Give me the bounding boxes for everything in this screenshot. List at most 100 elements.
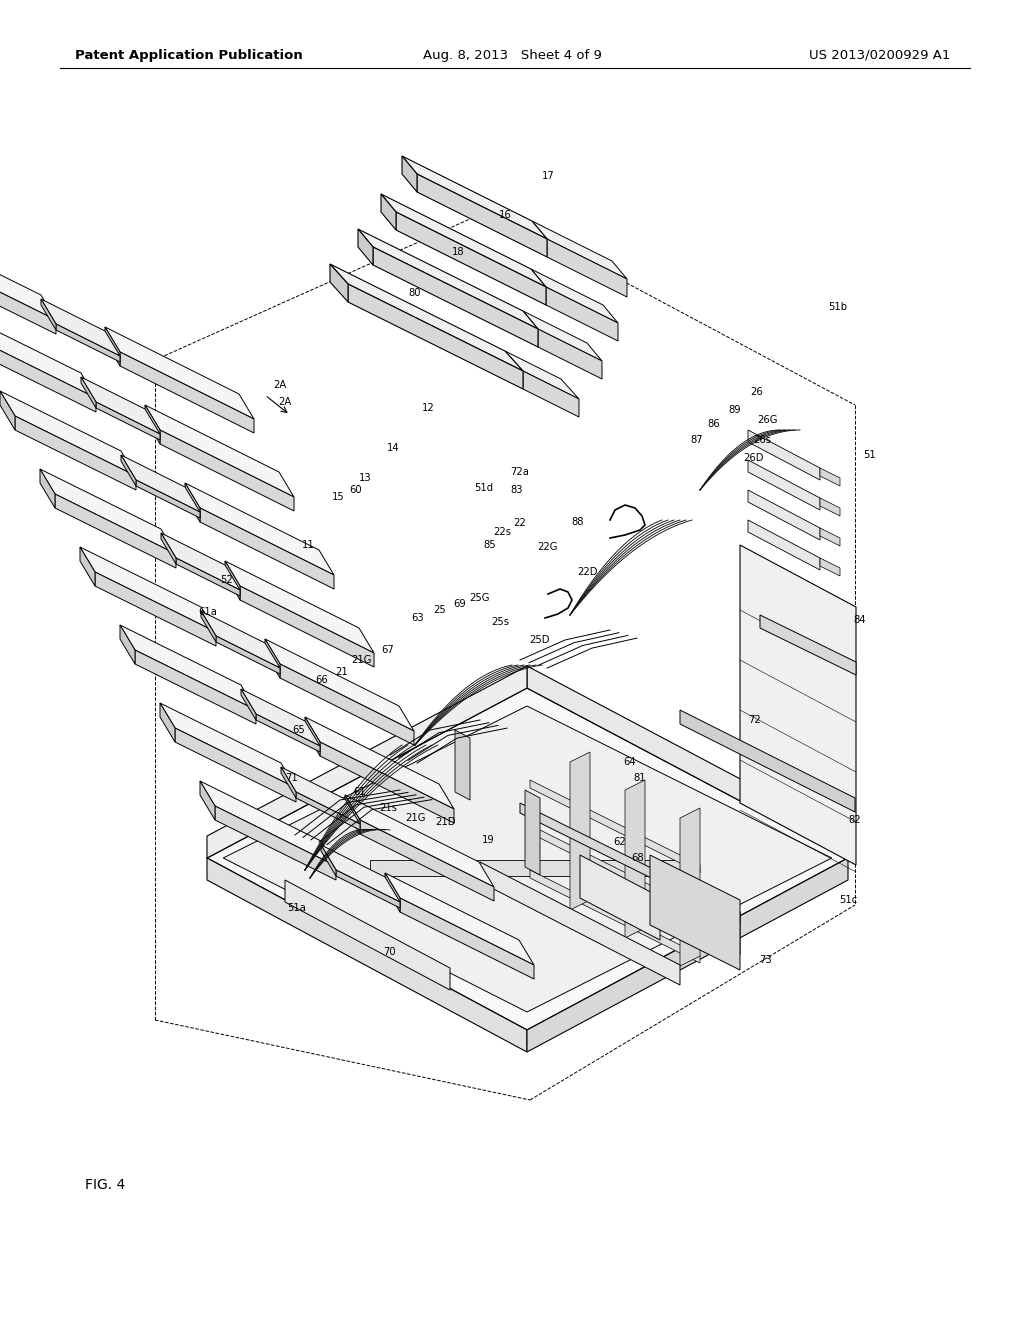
Text: 19: 19 (481, 836, 495, 845)
Text: 51b: 51b (828, 302, 848, 312)
Polygon shape (223, 706, 831, 1012)
Text: 21D: 21D (435, 817, 456, 828)
Polygon shape (330, 264, 348, 302)
Polygon shape (56, 323, 120, 362)
Polygon shape (336, 870, 400, 908)
Text: 12: 12 (422, 403, 435, 413)
Polygon shape (161, 533, 240, 590)
Text: 21: 21 (336, 667, 348, 677)
Polygon shape (15, 416, 136, 490)
Text: 25: 25 (433, 605, 446, 615)
Text: 84: 84 (854, 615, 866, 624)
Text: 26D: 26D (743, 453, 764, 463)
Polygon shape (96, 403, 160, 440)
Polygon shape (385, 873, 400, 912)
Polygon shape (402, 156, 547, 239)
Text: 2A: 2A (273, 380, 287, 389)
Text: 25s: 25s (490, 616, 509, 627)
Text: 25D: 25D (529, 635, 550, 645)
Polygon shape (41, 300, 120, 356)
Text: 22G: 22G (538, 543, 558, 552)
Polygon shape (160, 704, 296, 788)
Text: Aug. 8, 2013   Sheet 4 of 9: Aug. 8, 2013 Sheet 4 of 9 (423, 49, 601, 62)
Polygon shape (0, 391, 136, 477)
Text: 86: 86 (708, 418, 720, 429)
Polygon shape (527, 667, 848, 858)
Polygon shape (538, 329, 602, 379)
Polygon shape (161, 533, 176, 564)
Text: 64: 64 (624, 756, 636, 767)
Polygon shape (0, 391, 15, 430)
Polygon shape (385, 873, 534, 965)
Text: 83: 83 (511, 484, 523, 495)
Polygon shape (120, 624, 135, 664)
Text: 69: 69 (454, 599, 466, 609)
Polygon shape (396, 213, 546, 305)
Polygon shape (650, 855, 740, 970)
Polygon shape (265, 639, 414, 731)
Polygon shape (256, 714, 319, 752)
Polygon shape (281, 767, 296, 799)
Text: 51a: 51a (288, 903, 306, 913)
Polygon shape (358, 228, 373, 265)
Text: 81: 81 (634, 774, 646, 783)
Polygon shape (455, 730, 470, 800)
Text: 51: 51 (863, 450, 877, 459)
Text: 73: 73 (759, 954, 771, 965)
Polygon shape (531, 269, 618, 323)
Polygon shape (530, 825, 700, 917)
Polygon shape (200, 781, 215, 820)
Polygon shape (0, 235, 56, 319)
Polygon shape (216, 636, 280, 675)
Text: 21s: 21s (379, 803, 397, 813)
Polygon shape (370, 861, 690, 876)
Text: 72: 72 (749, 715, 762, 725)
Polygon shape (748, 430, 820, 480)
Polygon shape (241, 689, 319, 746)
Polygon shape (660, 870, 740, 954)
Text: 66: 66 (315, 675, 329, 685)
Text: 63: 63 (412, 612, 424, 623)
Polygon shape (176, 558, 240, 597)
Text: 15: 15 (332, 492, 345, 502)
Polygon shape (105, 327, 254, 418)
Polygon shape (201, 611, 280, 668)
Polygon shape (625, 780, 645, 939)
Polygon shape (527, 858, 848, 1052)
Text: 14: 14 (387, 444, 400, 453)
Polygon shape (185, 483, 334, 576)
Polygon shape (80, 546, 95, 586)
Polygon shape (748, 459, 820, 510)
Polygon shape (820, 558, 840, 576)
Polygon shape (120, 624, 256, 710)
Polygon shape (0, 260, 56, 334)
Polygon shape (525, 789, 540, 875)
Polygon shape (95, 572, 216, 645)
Polygon shape (381, 194, 546, 286)
Polygon shape (402, 156, 417, 191)
Polygon shape (40, 469, 55, 508)
Polygon shape (680, 710, 855, 812)
Polygon shape (0, 313, 96, 399)
Text: 85: 85 (483, 540, 497, 550)
Polygon shape (185, 483, 200, 521)
Text: 51d: 51d (474, 483, 494, 492)
Polygon shape (225, 561, 240, 601)
Text: 88: 88 (571, 517, 585, 527)
Text: 60: 60 (349, 484, 362, 495)
Text: 68: 68 (632, 853, 644, 863)
Polygon shape (240, 586, 374, 667)
Text: 16: 16 (499, 210, 511, 220)
Text: 61a: 61a (198, 607, 217, 616)
Text: 67: 67 (382, 645, 394, 655)
Text: 52: 52 (220, 576, 233, 585)
Polygon shape (175, 729, 296, 803)
Text: 22D: 22D (578, 568, 598, 577)
Polygon shape (345, 795, 494, 887)
Text: 26G: 26G (758, 414, 778, 425)
Text: 22: 22 (514, 517, 526, 528)
Polygon shape (40, 469, 176, 554)
Polygon shape (200, 781, 336, 866)
Polygon shape (145, 405, 294, 498)
Polygon shape (121, 455, 136, 486)
